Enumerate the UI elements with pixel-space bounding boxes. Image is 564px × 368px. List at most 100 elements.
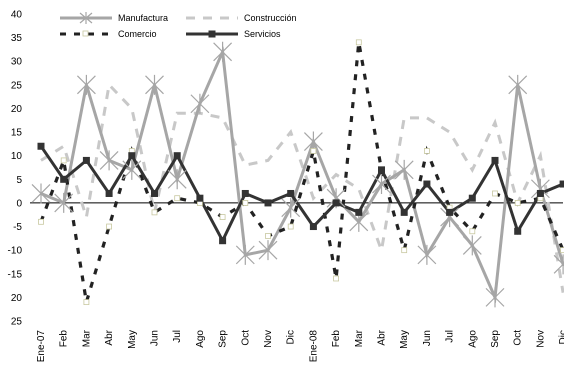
data-point-manufactura [76,74,96,95]
x-tick-label: Oct [240,330,251,346]
data-point-manufactura [281,197,301,218]
data-point-servicios [219,237,227,245]
data-point-servicios [82,156,90,164]
data-point-comercio [492,190,498,197]
y-tick-label: 25 [11,317,23,328]
data-point-servicios [309,223,317,231]
legend-item-servicios: Servicios [186,29,281,39]
data-point-manufactura [553,254,564,275]
legend-label-comercio: Comercio [118,29,157,39]
x-tick-label: Mar [354,329,365,347]
data-point-servicios [355,208,363,216]
data-point-comercio [287,223,294,230]
x-tick-label: Feb [331,330,342,348]
x-tick-label: Dic [286,330,297,344]
x-tick-label: Ene-07 [36,330,47,363]
x-tick-label: Abr [104,329,115,345]
data-point-servicios [423,180,431,188]
data-point-comercio [83,299,90,306]
y-tick-label: -10 [8,246,23,257]
data-point-servicios [151,189,158,197]
data-point-servicios [60,175,68,183]
data-point-servicios [378,166,385,174]
data-point-comercio [423,148,430,154]
data-point-servicios [514,227,522,235]
data-point-servicios [332,199,340,207]
legend-item-construccion: Construcción [186,13,297,23]
y-tick-label: 30 [11,57,23,68]
y-tick-label: 20 [11,293,23,304]
data-point-manufactura [508,74,528,95]
y-axis-ticks: 40 35 30 25 20 15 10 5 0 -5 -10 -15 20 25 [8,10,23,328]
x-tick-label: Oct [513,330,524,346]
y-tick-label: -5 [13,222,22,233]
x-tick-label: May [127,330,138,349]
data-point-comercio [60,157,67,164]
data-point-servicios [264,199,272,207]
data-point-manufactura [213,41,233,62]
data-point-servicios [105,189,113,197]
data-point-manufactura [394,159,414,180]
data-point-manufactura [167,169,187,190]
y-tick-label: 35 [11,33,23,44]
x-tick-label: Ago [195,330,206,348]
data-point-manufactura [31,183,51,204]
data-point-servicios [536,189,544,197]
x-tick-label: Nov [535,330,546,348]
y-tick-label: 20 [11,104,23,115]
x-tick-label: Nov [263,330,274,348]
data-point-manufactura [462,235,482,256]
x-tick-label: Jul [172,330,183,343]
data-point-comercio [151,209,158,216]
y-tick-label: 40 [11,10,23,21]
data-point-manufactura [190,93,210,114]
data-point-comercio [242,200,249,206]
data-point-servicios [196,194,204,202]
x-tick-label: Jun [422,330,433,346]
y-tick-label: 25 [11,80,23,91]
data-point-manufactura [485,287,505,308]
data-point-servicios [37,142,45,150]
legend-label-construccion: Construcción [244,13,297,23]
data-point-comercio [174,195,181,202]
data-point-manufactura [99,150,119,171]
legend-label-manufactura: Manufactura [118,13,168,23]
data-point-comercio [310,148,317,154]
y-tick-label: 5 [16,175,22,186]
y-tick-label: 15 [11,128,23,139]
data-point-comercio [355,39,362,46]
y-tick-label: -15 [8,269,23,280]
x-tick-label: Ene-08 [308,330,319,363]
legend-item-comercio: Comercio [60,29,157,39]
x-tick-label: Jun [150,330,161,346]
legend: Manufactura Construcción Comercio Servic… [60,12,297,39]
data-point-manufactura [54,192,74,213]
data-point-comercio [265,233,271,239]
x-tick-label: Jul [445,330,456,343]
x-axis-ticks: Ene-07 Feb Mar Abr May Jun Jul Ago Sep Oct Nov Dic E… [36,329,564,362]
data-point-comercio [401,247,408,254]
data-point-servicios [491,156,499,164]
data-point-manufactura [122,159,142,180]
data-point-manufactura [372,174,391,195]
x-tick-label: Feb [59,330,70,348]
series-line-construcción [40,81,564,293]
data-point-manufactura [417,244,437,265]
legend-label-servicios: Servicios [244,29,281,39]
x-tick-label: May [399,330,410,349]
y-tick-label: 0 [16,198,22,209]
data-point-manufactura [145,74,164,95]
data-point-manufactura [258,240,278,261]
data-point-servicios [128,152,136,160]
data-point-comercio [219,214,226,220]
series-markers [31,39,564,308]
data-point-servicios [559,180,564,188]
data-point-comercio [514,200,521,206]
data-point-servicios [287,189,295,197]
data-point-servicios [173,152,181,160]
data-point-comercio [333,275,340,282]
data-point-servicios [400,208,408,216]
data-point-servicios [468,194,476,202]
data-point-comercio [38,218,44,225]
